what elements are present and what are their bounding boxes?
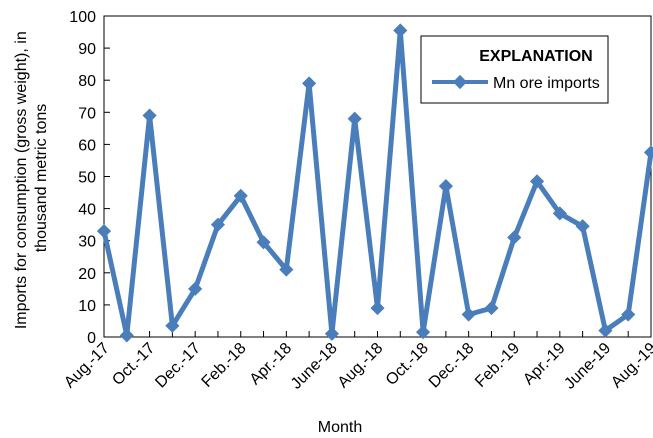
data-point [347,111,362,126]
x-axis: Aug.-17Oct.-17Dec.-17Feb.-18Apr.-18June-… [61,331,653,393]
data-point [302,76,317,91]
x-tick-label: Feb.-18 [199,340,250,391]
y-tick-label: 50 [78,170,96,187]
x-tick-label: Oct.-17 [109,340,158,389]
y-tick-label: 60 [78,137,96,154]
legend-box [420,35,609,104]
y-tick-label: 40 [78,202,96,219]
data-point [188,281,203,296]
y-tick-label: 0 [87,330,96,347]
y-axis-title-line-1: Imports for consumption (gross weight), … [13,31,30,329]
x-axis-title: Month [318,419,362,436]
x-tick-label: Aug.-19 [608,340,653,392]
legend-series-label: Mn ore imports [493,75,600,92]
data-point [370,301,385,316]
data-point [324,326,339,341]
data-point [438,179,453,194]
series-layer [96,23,653,343]
y-axis-title-line-2: thousand metric tons [33,104,50,253]
data-point [621,307,636,322]
y-tick-label: 30 [78,234,96,251]
y-tick-label: 70 [78,105,96,122]
y-axis: 0 10 20 30 40 50 60 70 80 90 100 [69,9,110,347]
y-tick-label: 10 [78,298,96,315]
data-point [529,174,545,189]
data-point [142,108,157,123]
data-point [598,323,613,338]
legend: EXPLANATION Mn ore imports [420,35,609,104]
legend-series-marker [452,74,468,90]
data-point [210,217,226,232]
data-point [96,223,112,239]
data-point [507,230,522,245]
y-tick-label: 80 [78,73,96,90]
data-point [484,301,499,316]
y-axis-title: Imports for consumption (gross weight), … [13,27,50,329]
x-tick-label: Aug.-18 [335,340,387,392]
x-tick-label: June-18 [288,340,341,393]
x-tick-label: Dec.-17 [152,340,204,392]
x-tick-label: Oct.-18 [383,340,432,389]
data-point [165,318,180,333]
data-point [552,206,567,221]
y-tick-label: 20 [78,266,96,283]
data-point [393,23,408,38]
x-tick-label: June-19 [561,340,614,393]
data-point [416,325,431,340]
data-point [256,235,271,250]
data-point [575,219,590,234]
legend-title: EXPLANATION [479,48,592,65]
x-tick-label: Aug.-17 [61,340,113,392]
data-point [233,188,248,203]
data-point [279,262,294,277]
data-point [461,307,476,322]
x-tick-label: Feb.-19 [472,340,523,391]
x-tick-label: Dec.-18 [426,340,478,392]
y-tick-label: 90 [78,41,96,58]
y-tick-label: 100 [69,9,96,26]
data-point [643,145,653,160]
data-point [119,328,134,343]
